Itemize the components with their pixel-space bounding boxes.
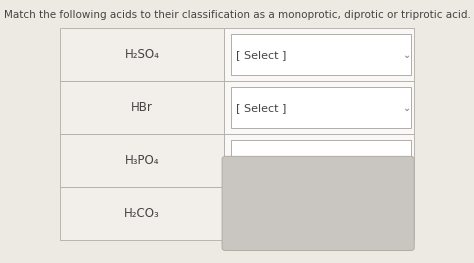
Text: monoprotic: monoprotic <box>234 198 297 208</box>
Text: [ Select ]: [ Select ] <box>236 50 287 60</box>
Text: HBr: HBr <box>131 101 153 114</box>
Text: ⌄: ⌄ <box>403 50 411 60</box>
Text: H₃PO₄: H₃PO₄ <box>125 154 159 167</box>
Bar <box>231 34 411 75</box>
Bar <box>231 87 411 128</box>
Text: [ Select ]: [ Select ] <box>236 103 287 113</box>
Bar <box>224 187 414 240</box>
Text: ⌄: ⌄ <box>403 103 411 113</box>
Bar <box>60 134 224 187</box>
Text: neither: neither <box>234 181 274 191</box>
Text: Match the following acids to their classification as a monoprotic, diprotic or t: Match the following acids to their class… <box>4 10 470 20</box>
Bar <box>60 81 224 134</box>
Text: ⌄: ⌄ <box>403 156 411 166</box>
Text: ✓ [ Select ]: ✓ [ Select ] <box>234 164 297 174</box>
Bar <box>231 140 411 181</box>
Bar <box>224 134 414 187</box>
Bar <box>224 28 414 81</box>
Text: H₂CO₃: H₂CO₃ <box>124 207 160 220</box>
FancyBboxPatch shape <box>222 156 414 251</box>
Text: [ Select ]: [ Select ] <box>236 156 287 166</box>
Text: ⌄: ⌄ <box>401 159 409 168</box>
Bar <box>224 81 414 134</box>
Bar <box>60 28 224 81</box>
Bar <box>60 187 224 240</box>
Text: triprotic: triprotic <box>234 231 278 241</box>
Text: H₂SO₄: H₂SO₄ <box>125 48 159 61</box>
Text: diprotic: diprotic <box>234 214 276 224</box>
